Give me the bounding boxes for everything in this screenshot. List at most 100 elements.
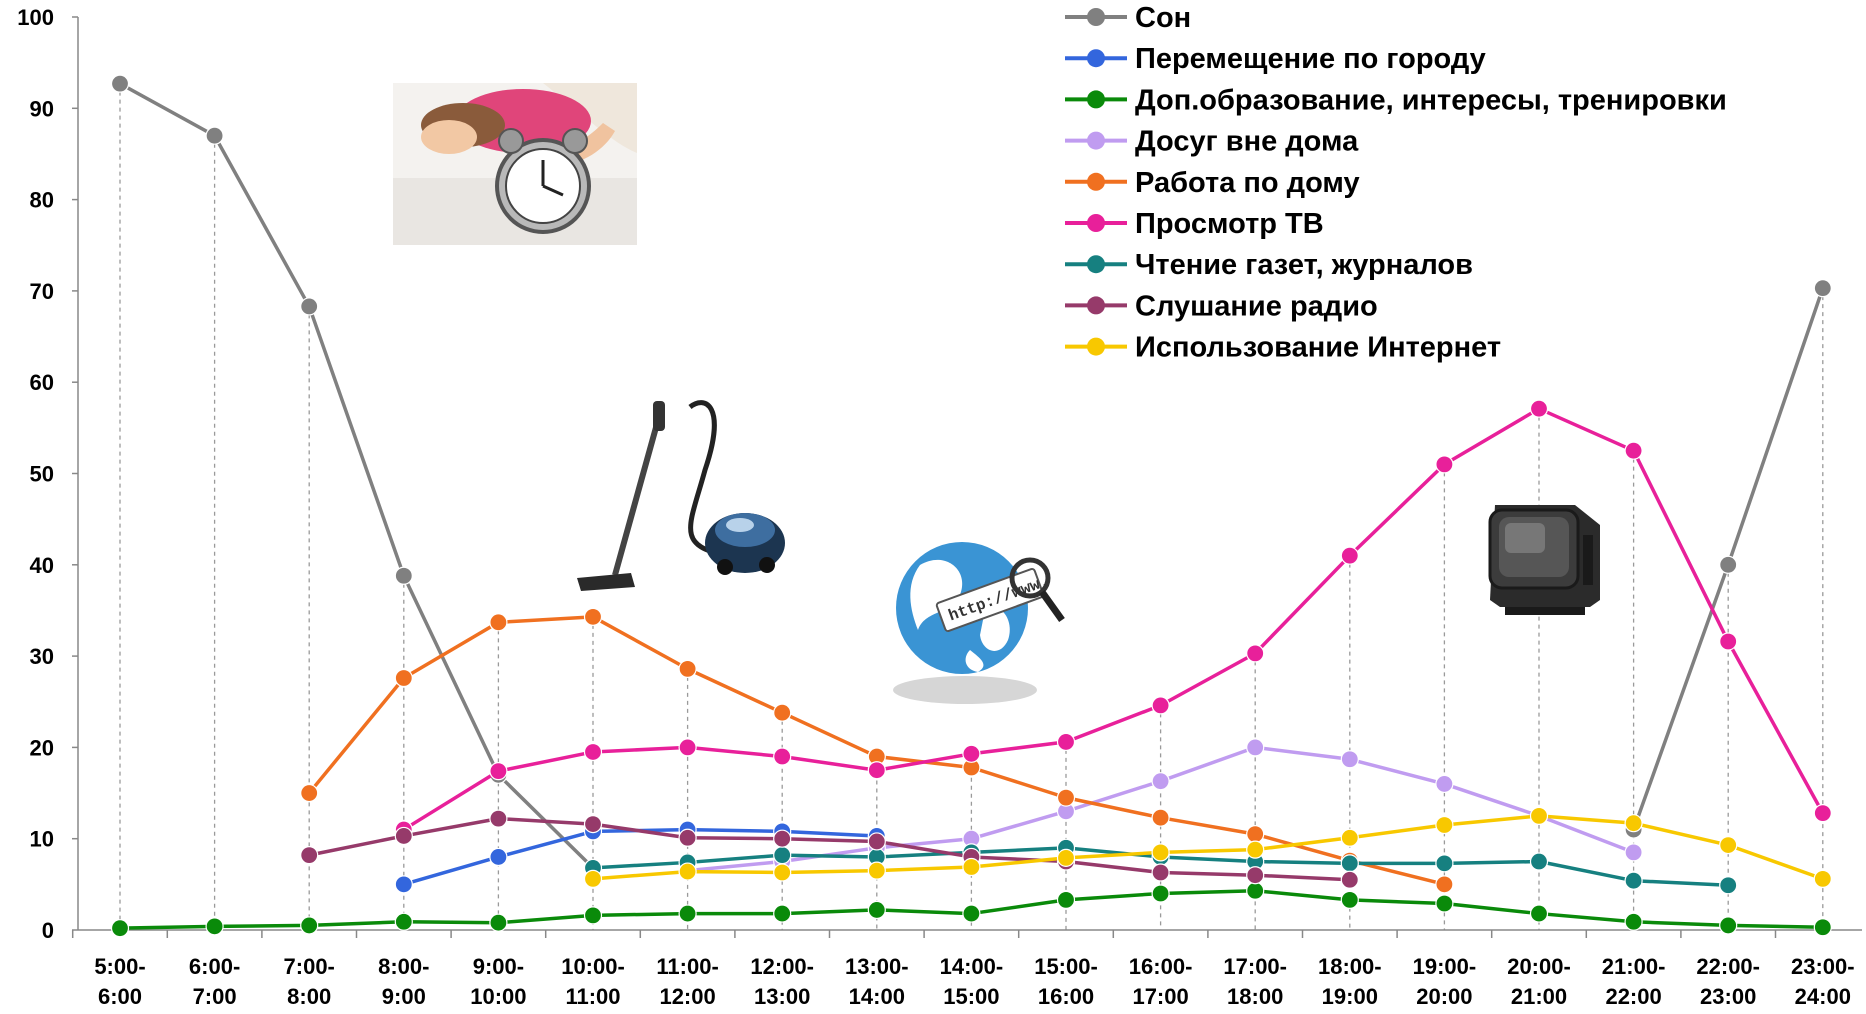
data-point: [773, 747, 792, 766]
data-point: [489, 762, 508, 781]
sleeping-woman-alarm-clock-icon: [393, 83, 637, 245]
data-point: [1813, 279, 1832, 298]
x-tick-label: 13:00-14:00: [845, 954, 909, 1009]
y-tick-label: 10: [30, 827, 54, 852]
data-point: [300, 297, 319, 316]
data-point: [773, 846, 792, 865]
x-tick-label: 18:00-19:00: [1318, 954, 1382, 1009]
data-point: [300, 916, 319, 935]
data-point: [962, 904, 981, 923]
legend: Сон Перемещение по городу Доп.образование,…: [1065, 2, 1727, 364]
data-point: [1719, 555, 1738, 574]
series-line: [308, 816, 1350, 882]
data-point: [678, 738, 697, 757]
data-point: [1719, 835, 1738, 855]
data-point: [1151, 863, 1170, 882]
data-point: [1435, 854, 1454, 873]
legend-label: Слушание радио: [1135, 290, 1378, 322]
data-point: [583, 906, 603, 925]
data-point: [1624, 912, 1643, 931]
y-tick-label: 50: [30, 462, 54, 487]
data-point: [773, 829, 792, 848]
data-point: [1340, 546, 1359, 565]
data-point: [300, 846, 319, 865]
axes: [77, 17, 1862, 931]
data-point: [1719, 632, 1738, 651]
data-point: [1435, 875, 1454, 894]
y-tick-labels: 0 10 20 30 40 50 60 70 80 90 100: [17, 5, 78, 943]
data-point: [1056, 848, 1076, 867]
data-point: [1624, 843, 1643, 862]
data-point: [1813, 918, 1832, 937]
data-point: [678, 828, 697, 847]
data-point: [678, 862, 697, 881]
series-Слушание радио: [300, 809, 1359, 889]
series-Доп.образование, интересы, тренировки: [110, 881, 1832, 938]
data-point: [1246, 881, 1265, 900]
data-point: [1529, 852, 1549, 871]
data-point: [1246, 866, 1265, 885]
x-tick-label: 9:00-10:00: [470, 954, 526, 1009]
data-point: [583, 607, 603, 626]
data-point: [1719, 876, 1738, 895]
data-point: [1151, 808, 1170, 827]
x-tick-label: 14:00-15:00: [940, 954, 1004, 1009]
series-line: [592, 814, 1824, 881]
x-tick-label: 5:00-6:00: [94, 954, 145, 1009]
legend-swatch-marker: [1087, 131, 1105, 150]
series-layer: [110, 74, 1832, 938]
data-point: [583, 869, 603, 888]
data-point: [205, 917, 224, 936]
data-point: [1340, 750, 1359, 769]
data-point: [1435, 894, 1454, 913]
legend-swatch-marker: [1087, 90, 1105, 109]
series-Использование Интернет: [583, 806, 1832, 888]
data-point: [205, 126, 224, 145]
legend-entry: Перемещение по городу: [1065, 43, 1486, 75]
data-point: [1151, 772, 1170, 791]
data-point: [1435, 774, 1454, 794]
data-point: [1624, 441, 1643, 460]
data-point: [867, 761, 886, 780]
legend-label: Чтение газет, журналов: [1135, 249, 1473, 281]
data-point: [1813, 804, 1832, 823]
data-point: [1151, 696, 1170, 715]
data-point: [1151, 884, 1170, 903]
x-tick-label: 22:00-23:00: [1696, 954, 1760, 1009]
legend-label: Работа по дому: [1135, 167, 1360, 199]
data-point: [1340, 890, 1359, 909]
legend-entry: Работа по дому: [1065, 167, 1360, 199]
legend-label: Перемещение по городу: [1135, 43, 1486, 75]
legend-label: Сон: [1135, 2, 1191, 34]
data-point: [489, 913, 508, 932]
data-point: [1056, 732, 1076, 752]
data-point: [489, 613, 508, 632]
x-tick-label: 15:00-16:00: [1034, 954, 1098, 1009]
data-point: [489, 847, 508, 867]
legend-entry: Досуг вне дома: [1065, 126, 1359, 158]
y-tick-label: 100: [17, 5, 54, 30]
data-point: [394, 668, 413, 688]
data-point: [300, 783, 319, 803]
data-point: [962, 744, 981, 763]
data-point: [394, 566, 413, 585]
vacuum-cleaner-icon: [577, 400, 785, 591]
data-point: [1340, 828, 1359, 847]
legend-entry: Доп.образование, интересы, тренировки: [1065, 84, 1727, 116]
data-point: [1435, 815, 1454, 835]
data-point: [1151, 843, 1170, 862]
data-point: [1624, 871, 1643, 890]
x-tick-label: 6:00-7:00: [189, 954, 240, 1009]
data-point: [1056, 788, 1076, 807]
data-point: [1246, 825, 1265, 844]
x-tick-label: 20:00-21:00: [1507, 954, 1571, 1009]
y-tick-label: 80: [30, 188, 54, 213]
legend-swatch-marker: [1087, 172, 1105, 191]
legend-swatch-marker: [1087, 49, 1105, 68]
legend-entry: Чтение газет, журналов: [1065, 249, 1473, 281]
data-point: [394, 875, 413, 894]
legend-entry: Слушание радио: [1065, 290, 1378, 322]
series-line: [119, 82, 595, 870]
data-point: [1340, 870, 1359, 889]
